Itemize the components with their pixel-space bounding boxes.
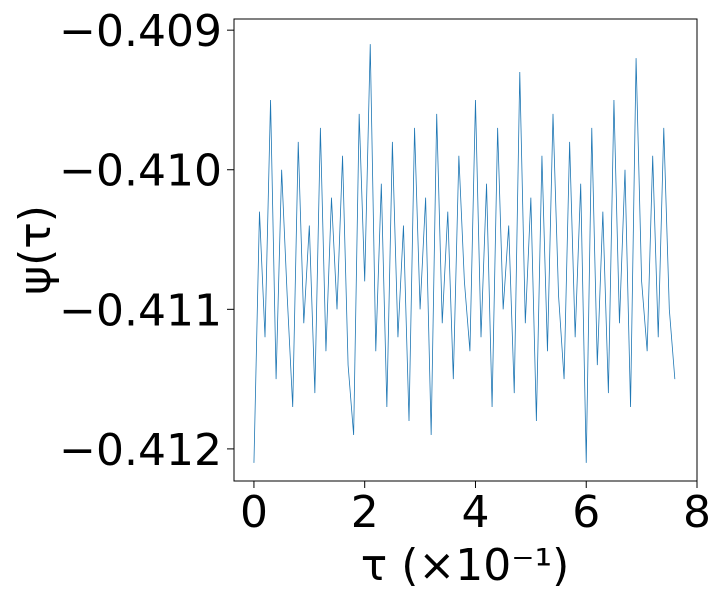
x-axis-label: τ (×10⁻¹) <box>361 540 570 591</box>
plot-frame <box>233 18 698 482</box>
x-tick-label: 6 <box>572 487 600 538</box>
y-tick-label: −0.410 <box>59 146 222 197</box>
x-tick-label: 8 <box>683 487 711 538</box>
data-line <box>253 44 676 463</box>
x-tick-label: 0 <box>240 487 268 538</box>
y-tick-label: −0.409 <box>59 6 222 57</box>
x-tick-label: 2 <box>351 487 379 538</box>
y-tick-label: −0.412 <box>59 425 222 476</box>
y-tick-label: −0.411 <box>59 285 222 336</box>
y-axis-label: ψ(τ) <box>10 205 61 295</box>
x-tick-label: 4 <box>461 487 489 538</box>
